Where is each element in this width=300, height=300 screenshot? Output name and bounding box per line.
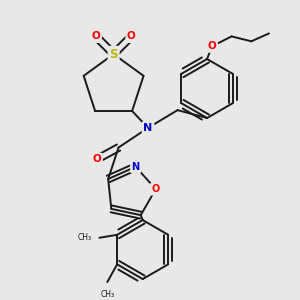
Text: O: O [92, 154, 101, 164]
Text: N: N [143, 123, 153, 133]
Text: O: O [208, 41, 216, 51]
Text: CH₃: CH₃ [77, 233, 92, 242]
Text: N: N [132, 162, 140, 172]
Text: O: O [152, 184, 160, 194]
Text: O: O [127, 32, 136, 41]
Text: CH₃: CH₃ [100, 290, 114, 299]
Text: O: O [92, 32, 100, 41]
Text: S: S [110, 48, 118, 61]
